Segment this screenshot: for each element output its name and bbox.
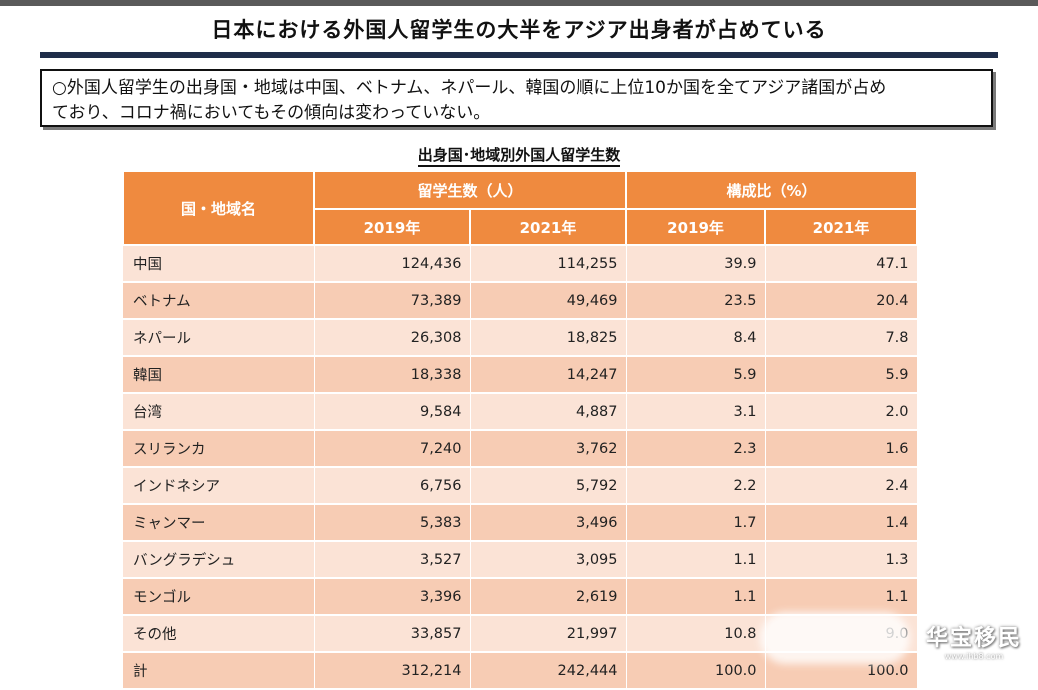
cell-students-2019: 3,396 [314,578,471,616]
cell-students-2021: 14,247 [470,356,627,394]
cell-students-2021: 18,825 [470,319,627,357]
summary-line-2: ており、コロナ禍においてもその傾向は変わっていない。 [52,103,491,123]
cell-ratio-2021: 1.1 [765,578,918,616]
cell-region: ミャンマー [123,504,315,542]
cell-students-2021: 49,469 [470,282,627,320]
cell-region: 計 [123,652,315,690]
watermark-url: www.ihb8.com [944,652,1004,661]
header-ratio-2019: 2019年 [625,208,767,246]
cell-region: インドネシア [123,467,315,505]
cell-region: ベトナム [123,282,315,320]
cell-ratio-2021: 1.4 [765,504,918,542]
table-title: 出身国･地域別外国人留学生数 [0,144,1038,167]
cell-students-2019: 9,584 [314,393,471,431]
cell-region: モンゴル [123,578,315,616]
page-title: 日本における外国人留学生の大半をアジア出身者が占めている [211,18,827,42]
table-header: 国・地域名 留学生数（人） 構成比（%） 2019年 2021年 2019年 2… [122,170,919,246]
header-students-2019: 2019年 [313,208,471,246]
table-header-row-2: 2019年 2021年 2019年 2021年 [123,208,919,246]
table-row: モンゴル 3,396 2,619 1.1 1.1 [123,578,918,616]
header-composition-ratio: 構成比（%） [625,170,919,210]
cell-ratio-2019: 1.7 [626,504,766,542]
cell-region: その他 [123,615,315,653]
header-ratio-2021: 2021年 [764,208,919,246]
summary-line-1: ○外国人留学生の出身国・地域は中国、ベトナム、ネパール、韓国の順に上位10か国を… [52,78,887,98]
header-students-2021: 2021年 [468,208,628,246]
cell-ratio-2021: 20.4 [765,282,918,320]
cell-students-2021: 3,095 [470,541,627,579]
cell-ratio-2021: 47.1 [765,245,918,283]
cell-ratio-2021: 1.6 [765,430,918,468]
table-title-text: 出身国･地域別外国人留学生数 [417,146,621,167]
cell-ratio-2019: 8.4 [626,319,766,357]
cell-ratio-2021: 5.9 [765,356,918,394]
cell-ratio-2019: 39.9 [626,245,766,283]
title-underline-bar [40,52,998,58]
cell-ratio-2019: 5.9 [626,356,766,394]
cell-ratio-2021: 2.4 [765,467,918,505]
table-row: 台湾 9,584 4,887 3.1 2.0 [123,393,918,431]
cell-students-2021: 21,997 [470,615,627,653]
cell-ratio-2019: 2.3 [626,430,766,468]
table-row: 中国 124,436 114,255 39.9 47.1 [123,245,918,283]
cell-students-2019: 5,383 [314,504,471,542]
cell-students-2021: 3,762 [470,430,627,468]
cell-students-2021: 5,792 [470,467,627,505]
cell-students-2019: 7,240 [314,430,471,468]
cell-region: 台湾 [123,393,315,431]
cell-ratio-2019: 3.1 [626,393,766,431]
cell-students-2019: 6,756 [314,467,471,505]
cell-ratio-2019: 100.0 [626,652,766,690]
table-row: インドネシア 6,756 5,792 2.2 2.4 [123,467,918,505]
table-header-row-1: 国・地域名 留学生数（人） 構成比（%） [122,170,919,246]
cell-students-2021: 2,619 [470,578,627,616]
watermark-logo: 华宝移民 www.ihb8.com [920,626,1028,674]
cell-region: ネパール [123,319,315,357]
header-student-count: 留学生数（人） [312,170,628,210]
cell-region: 中国 [123,245,315,283]
cell-students-2019: 18,338 [314,356,471,394]
cell-students-2021: 242,444 [470,652,627,690]
table-row: スリランカ 7,240 3,762 2.3 1.6 [123,430,918,468]
summary-box: ○外国人留学生の出身国・地域は中国、ベトナム、ネパール、韓国の順に上位10か国を… [40,69,993,127]
cell-students-2019: 3,527 [314,541,471,579]
cell-ratio-2019: 2.2 [626,467,766,505]
cell-students-2019: 312,214 [314,652,471,690]
cell-region: バングラデシュ [123,541,315,579]
cell-ratio-2021: 7.8 [765,319,918,357]
students-by-region-table: 国・地域名 留学生数（人） 構成比（%） 2019年 2021年 2019年 2… [122,170,919,690]
table-row: 韓国 18,338 14,247 5.9 5.9 [123,356,918,394]
cell-region: 韓国 [123,356,315,394]
watermark-logo-text: 华宝移民 [925,626,1022,651]
cell-students-2019: 73,389 [314,282,471,320]
cell-ratio-2021: 1.3 [765,541,918,579]
cell-ratio-2019: 1.1 [626,578,766,616]
watermark-smudge [760,612,910,664]
table-row: ミャンマー 5,383 3,496 1.7 1.4 [123,504,918,542]
cell-ratio-2019: 1.1 [626,541,766,579]
cell-students-2021: 3,496 [470,504,627,542]
top-border-strip [0,0,1038,6]
cell-ratio-2019: 10.8 [626,615,766,653]
cell-region: スリランカ [123,430,315,468]
header-region: 国・地域名 [122,170,315,246]
cell-ratio-2019: 23.5 [626,282,766,320]
cell-students-2019: 33,857 [314,615,471,653]
cell-students-2019: 124,436 [314,245,471,283]
cell-students-2021: 114,255 [470,245,627,283]
table-body: 中国 124,436 114,255 39.9 47.1 ベトナム 73,389 49,469… [123,245,918,690]
cell-students-2019: 26,308 [314,319,471,357]
table-row: ベトナム 73,389 49,469 23.5 20.4 [123,282,918,320]
cell-students-2021: 4,887 [470,393,627,431]
cell-ratio-2021: 2.0 [765,393,918,431]
table-row: バングラデシュ 3,527 3,095 1.1 1.3 [123,541,918,579]
table-row: ネパール 26,308 18,825 8.4 7.8 [123,319,918,357]
